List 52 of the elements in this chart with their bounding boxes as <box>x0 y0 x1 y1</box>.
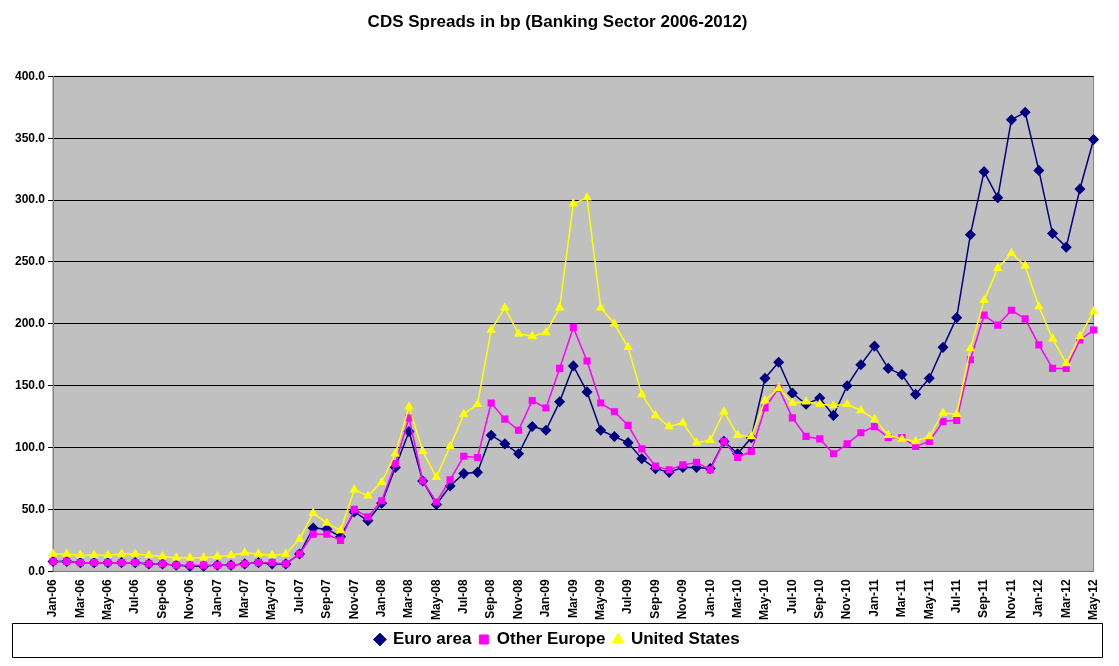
x-tick-label: Mar-09 <box>565 578 580 618</box>
legend-label: Euro area <box>392 629 472 649</box>
x-tick-label: Nov-10 <box>839 578 854 620</box>
x-tick-label: Nov-09 <box>675 578 690 620</box>
x-tick-label: Jan-11 <box>866 578 881 617</box>
x-tick-label: May-10 <box>757 578 772 620</box>
legend-label: United States <box>630 629 740 649</box>
legend-label: Other Europe <box>496 629 606 649</box>
y-tick-label: 300.0 <box>15 192 46 207</box>
x-tick-label: Mar-10 <box>729 578 744 618</box>
x-tick-label: Jul-07 <box>291 578 306 614</box>
y-tick-label: 150.0 <box>15 378 46 393</box>
x-tick-label: Sep-08 <box>483 578 498 619</box>
x-tick-label: Jul-09 <box>620 578 635 614</box>
x-tick-label: Jan-08 <box>373 579 388 618</box>
x-tick-label: Nov-11 <box>1003 578 1018 619</box>
x-tick-label: May-08 <box>428 578 443 620</box>
x-tick-label: May-09 <box>593 578 608 620</box>
x-tick-label: Sep-11 <box>976 579 991 619</box>
y-tick-label: 350.0 <box>15 130 46 145</box>
x-tick-label: Sep-07 <box>319 578 334 619</box>
x-tick-label: Jan-07 <box>209 579 224 618</box>
x-tick-label: Jan-09 <box>538 579 553 618</box>
x-tick-label: Jul-11 <box>949 579 963 614</box>
x-tick-label: Sep-06 <box>154 578 169 619</box>
x-tick-label: Jan-06 <box>45 579 60 618</box>
x-tick-label: Nov-06 <box>182 578 197 620</box>
x-tick-label: May-06 <box>100 578 115 620</box>
y-tick-label: 400.0 <box>15 68 46 83</box>
x-tick-label: Nov-08 <box>510 578 525 620</box>
y-tick-label: 50.0 <box>21 501 46 516</box>
x-tick-label: Jan-12 <box>1031 579 1046 618</box>
y-tick-label: 200.0 <box>15 316 46 331</box>
chart-title: CDS Spreads in bp (Banking Sector 2006-2012) <box>367 11 748 31</box>
x-tick-label: Mar-06 <box>72 578 87 618</box>
x-tick-label: Mar-12 <box>1058 578 1073 618</box>
x-tick-label: Mar-07 <box>237 578 252 618</box>
x-tick-label: Jul-08 <box>456 578 471 614</box>
x-tick-label: Mar-11 <box>894 579 909 618</box>
x-tick-label: Jul-06 <box>127 578 142 614</box>
x-tick-label: Jan-10 <box>702 579 717 618</box>
x-tick-label: Jul-10 <box>784 578 799 614</box>
y-tick-label: 250.0 <box>15 254 46 269</box>
x-tick-label: Mar-08 <box>401 578 416 618</box>
y-tick-label: 100.0 <box>15 439 46 454</box>
y-tick-label: 0.0 <box>28 563 46 578</box>
x-tick-label: Sep-09 <box>647 578 662 619</box>
x-tick-label: Nov-07 <box>346 578 361 620</box>
x-tick-label: Sep-10 <box>812 578 827 619</box>
x-tick-label: May-12 <box>1085 578 1100 620</box>
x-tick-label: May-11 <box>921 578 936 620</box>
x-tick-label: May-07 <box>264 578 279 620</box>
